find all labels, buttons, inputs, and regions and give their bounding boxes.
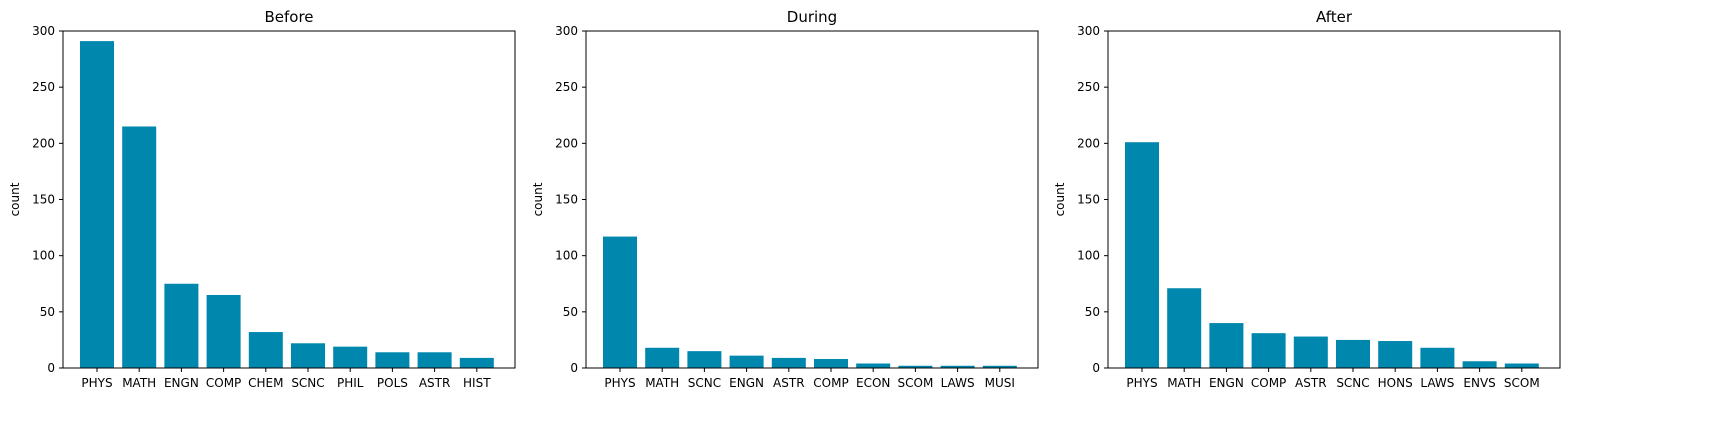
y-tick-label: 50: [40, 305, 55, 319]
y-tick-label: 100: [32, 249, 55, 263]
chart-title: Before: [264, 8, 313, 26]
y-axis-label: count: [531, 182, 545, 216]
x-tick-label: PHYS: [604, 376, 635, 390]
x-tick-label: LAWS: [1420, 376, 1454, 390]
bar-engn: [729, 355, 764, 368]
bar-comp: [206, 294, 241, 368]
x-tick-label: SCNC: [291, 376, 324, 390]
bar-scom: [898, 365, 933, 368]
x-tick-label: MATH: [645, 376, 679, 390]
bar-astr: [771, 357, 806, 368]
bar-musi: [982, 365, 1017, 368]
y-tick-label: 0: [570, 361, 578, 375]
bar-comp: [814, 359, 848, 368]
y-tick-label: 300: [32, 24, 55, 38]
bar-comp: [1251, 333, 1286, 368]
x-tick-label: SCOM: [898, 376, 934, 390]
x-tick-label: PHYS: [81, 376, 112, 390]
x-tick-label: ENGN: [1209, 376, 1244, 390]
y-tick-label: 50: [1085, 305, 1100, 319]
bar-astr: [417, 352, 452, 368]
x-tick-label: SCNC: [688, 376, 721, 390]
y-tick-label: 100: [1077, 249, 1100, 263]
x-tick-label: HONS: [1378, 376, 1413, 390]
bar-astr: [1293, 336, 1328, 368]
chart-before: Before count PHYS MATH ENGN COMP CHEM SCNC PHI…: [8, 8, 516, 390]
x-tick-label: COMP: [1251, 376, 1286, 390]
x-tick-label: ENGN: [729, 376, 764, 390]
x-tick-label: PHYS: [1126, 376, 1157, 390]
y-tick-label: 150: [1077, 193, 1100, 207]
y-tick-label: 250: [555, 80, 578, 94]
y-tick-label: 50: [563, 305, 578, 319]
y-tick-label: 300: [1077, 24, 1100, 38]
x-tick-label: ASTR: [419, 376, 451, 390]
y-tick-label: 200: [1077, 136, 1100, 150]
x-tick-label: ENGN: [164, 376, 199, 390]
y-tick-label: 100: [555, 249, 578, 263]
plot-frame: [1107, 30, 1561, 369]
x-tick-label: MATH: [122, 376, 156, 390]
x-tick-label: COMP: [813, 376, 848, 390]
y-tick-label: 150: [555, 193, 578, 207]
bar-phil: [333, 346, 368, 368]
bar-phys: [1125, 142, 1159, 368]
chart-during: During count PHYS MATH SCNC ENGN ASTR COMP ECO…: [531, 8, 1039, 390]
chart-title: After: [1316, 8, 1353, 26]
bar-engn: [164, 283, 199, 368]
bar-scnc: [291, 343, 325, 368]
x-tick-label: POLS: [377, 376, 408, 390]
bar-engn: [1209, 323, 1244, 368]
bar-math: [1167, 288, 1202, 368]
bar-math: [645, 347, 680, 368]
x-tick-label: ASTR: [1295, 376, 1327, 390]
x-tick-label: SCOM: [1504, 376, 1540, 390]
y-tick-label: 200: [32, 136, 55, 150]
bar-phys: [80, 41, 114, 369]
chart-title: During: [787, 8, 837, 26]
x-tick-label: ECON: [856, 376, 890, 390]
bar-pols: [375, 352, 410, 368]
bar-math: [122, 126, 157, 368]
y-tick-label: 150: [32, 193, 55, 207]
x-tick-label: ASTR: [773, 376, 805, 390]
y-axis-label: count: [8, 182, 22, 216]
x-tick-label: MUSI: [985, 376, 1015, 390]
x-tick-label: MATH: [1167, 376, 1201, 390]
y-tick-label: 0: [47, 361, 55, 375]
x-tick-label: HIST: [463, 376, 491, 390]
y-tick-label: 250: [1077, 80, 1100, 94]
bar-econ: [856, 363, 891, 368]
bar-scom: [1504, 363, 1539, 368]
x-tick-label: COMP: [206, 376, 241, 390]
bar-chem: [248, 332, 283, 368]
chart-after: After count PHYS MATH ENGN COMP ASTR SCNC HONS…: [1053, 8, 1561, 390]
x-tick-label: PHIL: [337, 376, 364, 390]
x-tick-label: SCNC: [1336, 376, 1369, 390]
bar-scnc: [1336, 339, 1370, 368]
x-tick-label: LAWS: [941, 376, 975, 390]
y-tick-label: 300: [555, 24, 578, 38]
y-tick-label: 250: [32, 80, 55, 94]
y-tick-label: 0: [1092, 361, 1100, 375]
x-tick-label: ENVS: [1463, 376, 1495, 390]
y-tick-label: 200: [555, 136, 578, 150]
x-tick-label: CHEM: [248, 376, 283, 390]
bar-envs: [1462, 361, 1497, 368]
plot-frame: [585, 30, 1039, 369]
bar-laws: [940, 365, 975, 368]
y-axis-label: count: [1053, 182, 1067, 216]
bar-laws: [1420, 347, 1455, 368]
bar-phys: [603, 236, 637, 368]
bar-hist: [459, 357, 494, 368]
bar-hons: [1378, 341, 1413, 368]
plot-frame: [62, 30, 516, 369]
bar-scnc: [687, 351, 722, 368]
